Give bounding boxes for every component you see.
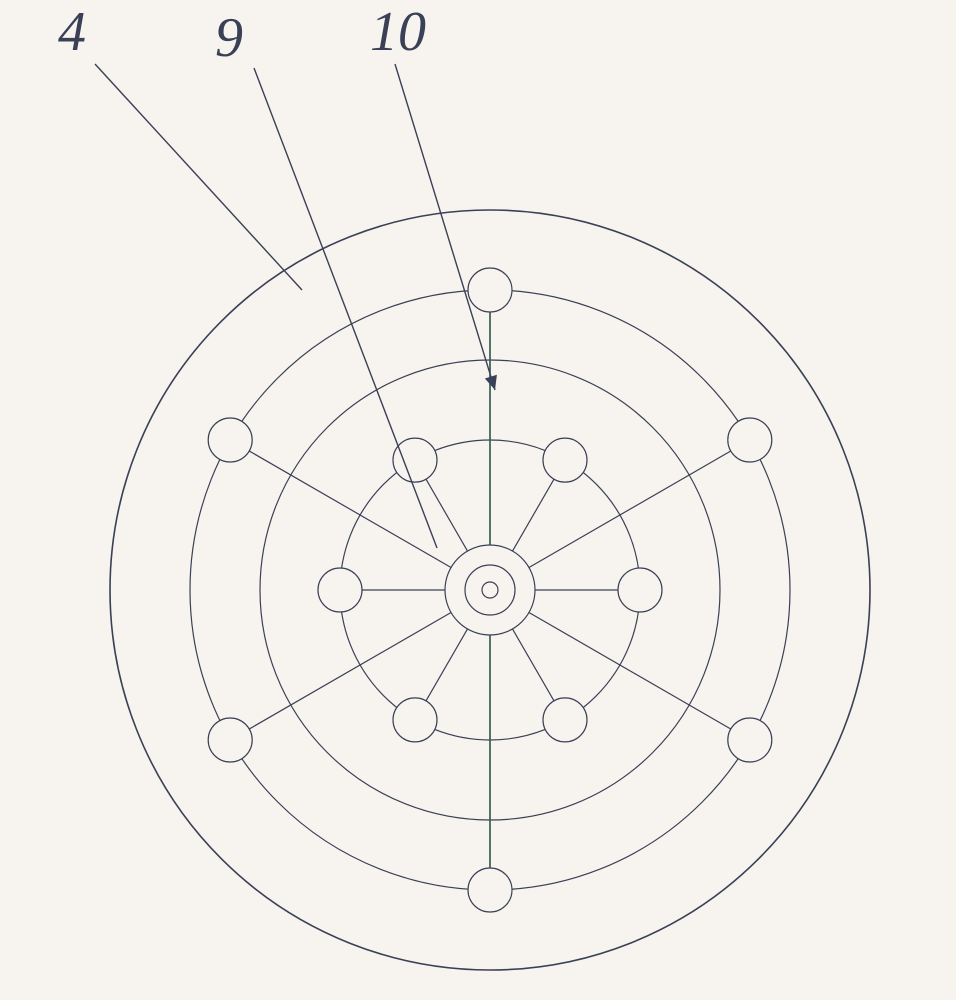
inner-node [393, 438, 437, 482]
callout-c10-label: 10 [370, 1, 426, 63]
diagram-canvas: 4 9 10 [0, 0, 956, 1000]
outer-node [468, 868, 512, 912]
background [0, 0, 956, 1000]
outer-node [208, 418, 252, 462]
outer-node [208, 718, 252, 762]
callout-c9-label: 9 [215, 7, 243, 69]
outer-node [728, 718, 772, 762]
inner-node [543, 438, 587, 482]
callout-c4-label: 4 [58, 1, 86, 63]
outer-node [728, 418, 772, 462]
outer-node [468, 268, 512, 312]
inner-node [543, 698, 587, 742]
inner-node [618, 568, 662, 612]
inner-node [393, 698, 437, 742]
inner-node [318, 568, 362, 612]
